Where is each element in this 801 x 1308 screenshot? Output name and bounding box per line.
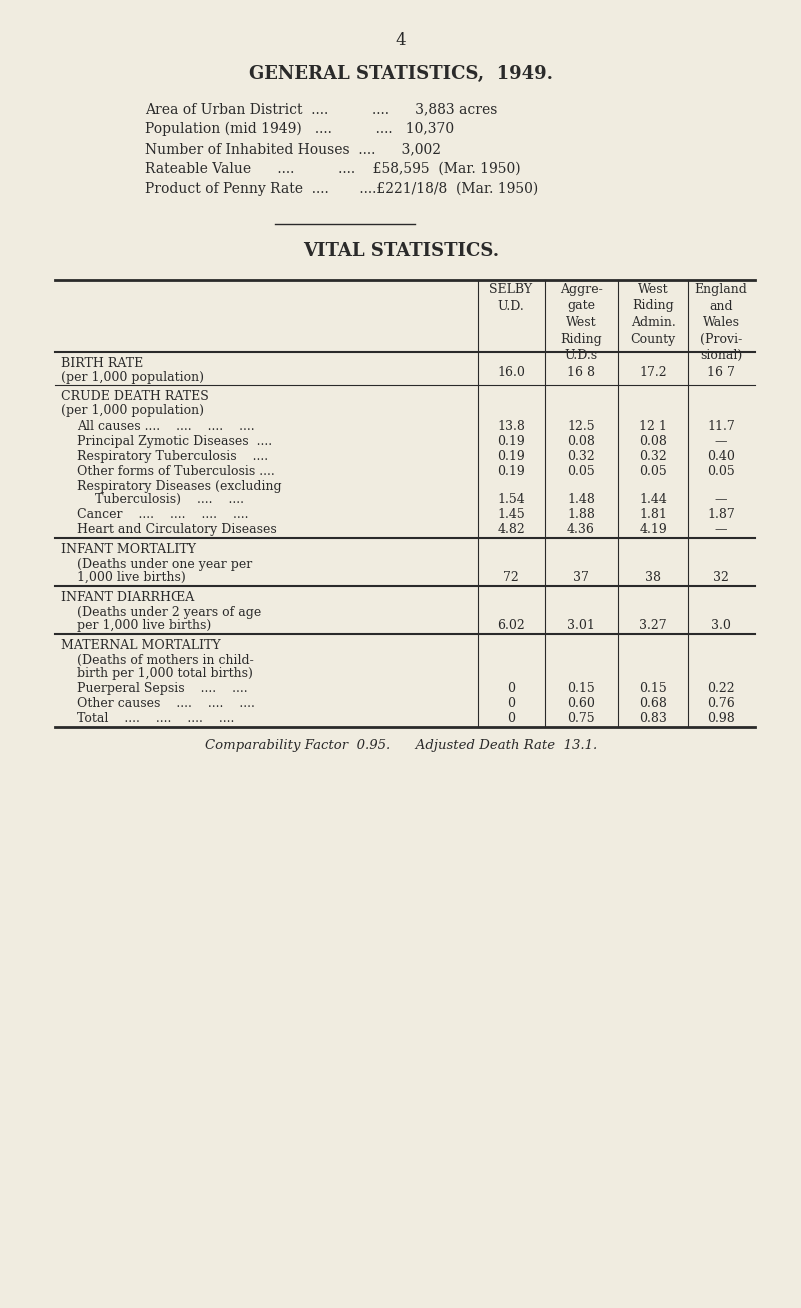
Text: CRUDE DEATH RATES: CRUDE DEATH RATES [61,390,209,403]
Text: 3.0: 3.0 [711,619,731,632]
Text: 1.45: 1.45 [497,508,525,521]
Text: Comparability Factor  0.95.      Adjusted Death Rate  13.1.: Comparability Factor 0.95. Adjusted Deat… [205,739,597,752]
Text: VITAL STATISTICS.: VITAL STATISTICS. [303,242,499,260]
Text: (per 1,000 population): (per 1,000 population) [61,371,204,385]
Text: 6.02: 6.02 [497,619,525,632]
Text: birth per 1,000 total births): birth per 1,000 total births) [77,667,253,680]
Text: 1.54: 1.54 [497,493,525,506]
Text: 38: 38 [645,572,661,583]
Text: All causes ....    ....    ....    ....: All causes .... .... .... .... [77,420,255,433]
Text: Respiratory Diseases (excluding: Respiratory Diseases (excluding [77,480,282,493]
Text: 1.88: 1.88 [567,508,595,521]
Text: 17.2: 17.2 [639,366,666,379]
Text: Tuberculosis)    ....    ....: Tuberculosis) .... .... [95,493,244,506]
Text: 12.5: 12.5 [567,420,595,433]
Text: 0.75: 0.75 [567,712,595,725]
Text: 0.22: 0.22 [707,681,735,695]
Text: 0.05: 0.05 [639,466,667,477]
Text: 3.01: 3.01 [567,619,595,632]
Text: Puerperal Sepsis    ....    ....: Puerperal Sepsis .... .... [77,681,248,695]
Text: Rateable Value      ....          ....    £58,595  (Mar. 1950): Rateable Value .... .... £58,595 (Mar. 1… [145,162,521,177]
Text: 0.68: 0.68 [639,697,667,710]
Text: 0.15: 0.15 [639,681,667,695]
Text: Population (mid 1949)   ....          ....   10,370: Population (mid 1949) .... .... 10,370 [145,122,454,136]
Text: Other causes    ....    ....    ....: Other causes .... .... .... [77,697,255,710]
Text: 0.08: 0.08 [567,436,595,449]
Text: 32: 32 [713,572,729,583]
Text: Other forms of Tuberculosis ....: Other forms of Tuberculosis .... [77,466,275,477]
Text: Respiratory Tuberculosis    ....: Respiratory Tuberculosis .... [77,450,268,463]
Text: Area of Urban District  ....          ....      3,883 acres: Area of Urban District .... .... 3,883 a… [145,102,497,116]
Text: 0: 0 [507,681,515,695]
Text: 16 7: 16 7 [707,366,735,379]
Text: Aggre-
gate
West
Riding
U.D.s: Aggre- gate West Riding U.D.s [560,283,602,362]
Text: 12 1: 12 1 [639,420,667,433]
Text: 1.44: 1.44 [639,493,667,506]
Text: —: — [714,436,727,449]
Text: 0.19: 0.19 [497,466,525,477]
Text: 0.32: 0.32 [567,450,595,463]
Text: 0.05: 0.05 [567,466,595,477]
Text: 4.82: 4.82 [497,523,525,536]
Text: —: — [714,493,727,506]
Text: per 1,000 live births): per 1,000 live births) [77,619,211,632]
Text: 1,000 live births): 1,000 live births) [77,572,186,583]
Text: 16.0: 16.0 [497,366,525,379]
Text: 0.05: 0.05 [707,466,735,477]
Text: West
Riding
Admin.
County: West Riding Admin. County [630,283,675,345]
Text: 0.15: 0.15 [567,681,595,695]
Text: 16 8: 16 8 [567,366,595,379]
Text: —: — [714,523,727,536]
Text: INFANT DIARRHŒA: INFANT DIARRHŒA [61,591,195,604]
Text: Cancer    ....    ....    ....    ....: Cancer .... .... .... .... [77,508,248,521]
Text: 0.32: 0.32 [639,450,667,463]
Text: 11.7: 11.7 [707,420,735,433]
Text: 4: 4 [396,31,406,48]
Text: BIRTH RATE: BIRTH RATE [61,357,143,370]
Text: (per 1,000 population): (per 1,000 population) [61,404,204,417]
Text: 0.76: 0.76 [707,697,735,710]
Text: 13.8: 13.8 [497,420,525,433]
Text: 4.36: 4.36 [567,523,595,536]
Text: 0.40: 0.40 [707,450,735,463]
Text: (Deaths of mothers in child-: (Deaths of mothers in child- [77,654,254,667]
Text: 1.87: 1.87 [707,508,735,521]
Text: Principal Zymotic Diseases  ....: Principal Zymotic Diseases .... [77,436,272,449]
Text: 3.27: 3.27 [639,619,666,632]
Text: Product of Penny Rate  ....       ....£221/18/8  (Mar. 1950): Product of Penny Rate .... ....£221/18/8… [145,182,538,196]
Text: Total    ....    ....    ....    ....: Total .... .... .... .... [77,712,235,725]
Text: England
and
Wales
(Provi-
sional): England and Wales (Provi- sional) [694,283,747,362]
Text: (Deaths under one year per: (Deaths under one year per [77,559,252,572]
Text: 37: 37 [573,572,589,583]
Text: Heart and Circulatory Diseases: Heart and Circulatory Diseases [77,523,277,536]
Text: 1.81: 1.81 [639,508,667,521]
Text: 0.60: 0.60 [567,697,595,710]
Text: SELBY
U.D.: SELBY U.D. [489,283,533,313]
Text: 0.83: 0.83 [639,712,667,725]
Text: 0.19: 0.19 [497,450,525,463]
Text: 0: 0 [507,712,515,725]
Text: 0: 0 [507,697,515,710]
Text: GENERAL STATISTICS,  1949.: GENERAL STATISTICS, 1949. [249,65,553,82]
Text: 0.19: 0.19 [497,436,525,449]
Text: 0.08: 0.08 [639,436,667,449]
Text: Number of Inhabited Houses  ....      3,002: Number of Inhabited Houses .... 3,002 [145,143,441,156]
Text: 1.48: 1.48 [567,493,595,506]
Text: MATERNAL MORTALITY: MATERNAL MORTALITY [61,640,220,651]
Text: 72: 72 [503,572,519,583]
Text: INFANT MORTALITY: INFANT MORTALITY [61,543,196,556]
Text: (Deaths under 2 years of age: (Deaths under 2 years of age [77,606,261,619]
Text: 4.19: 4.19 [639,523,667,536]
Text: 0.98: 0.98 [707,712,735,725]
